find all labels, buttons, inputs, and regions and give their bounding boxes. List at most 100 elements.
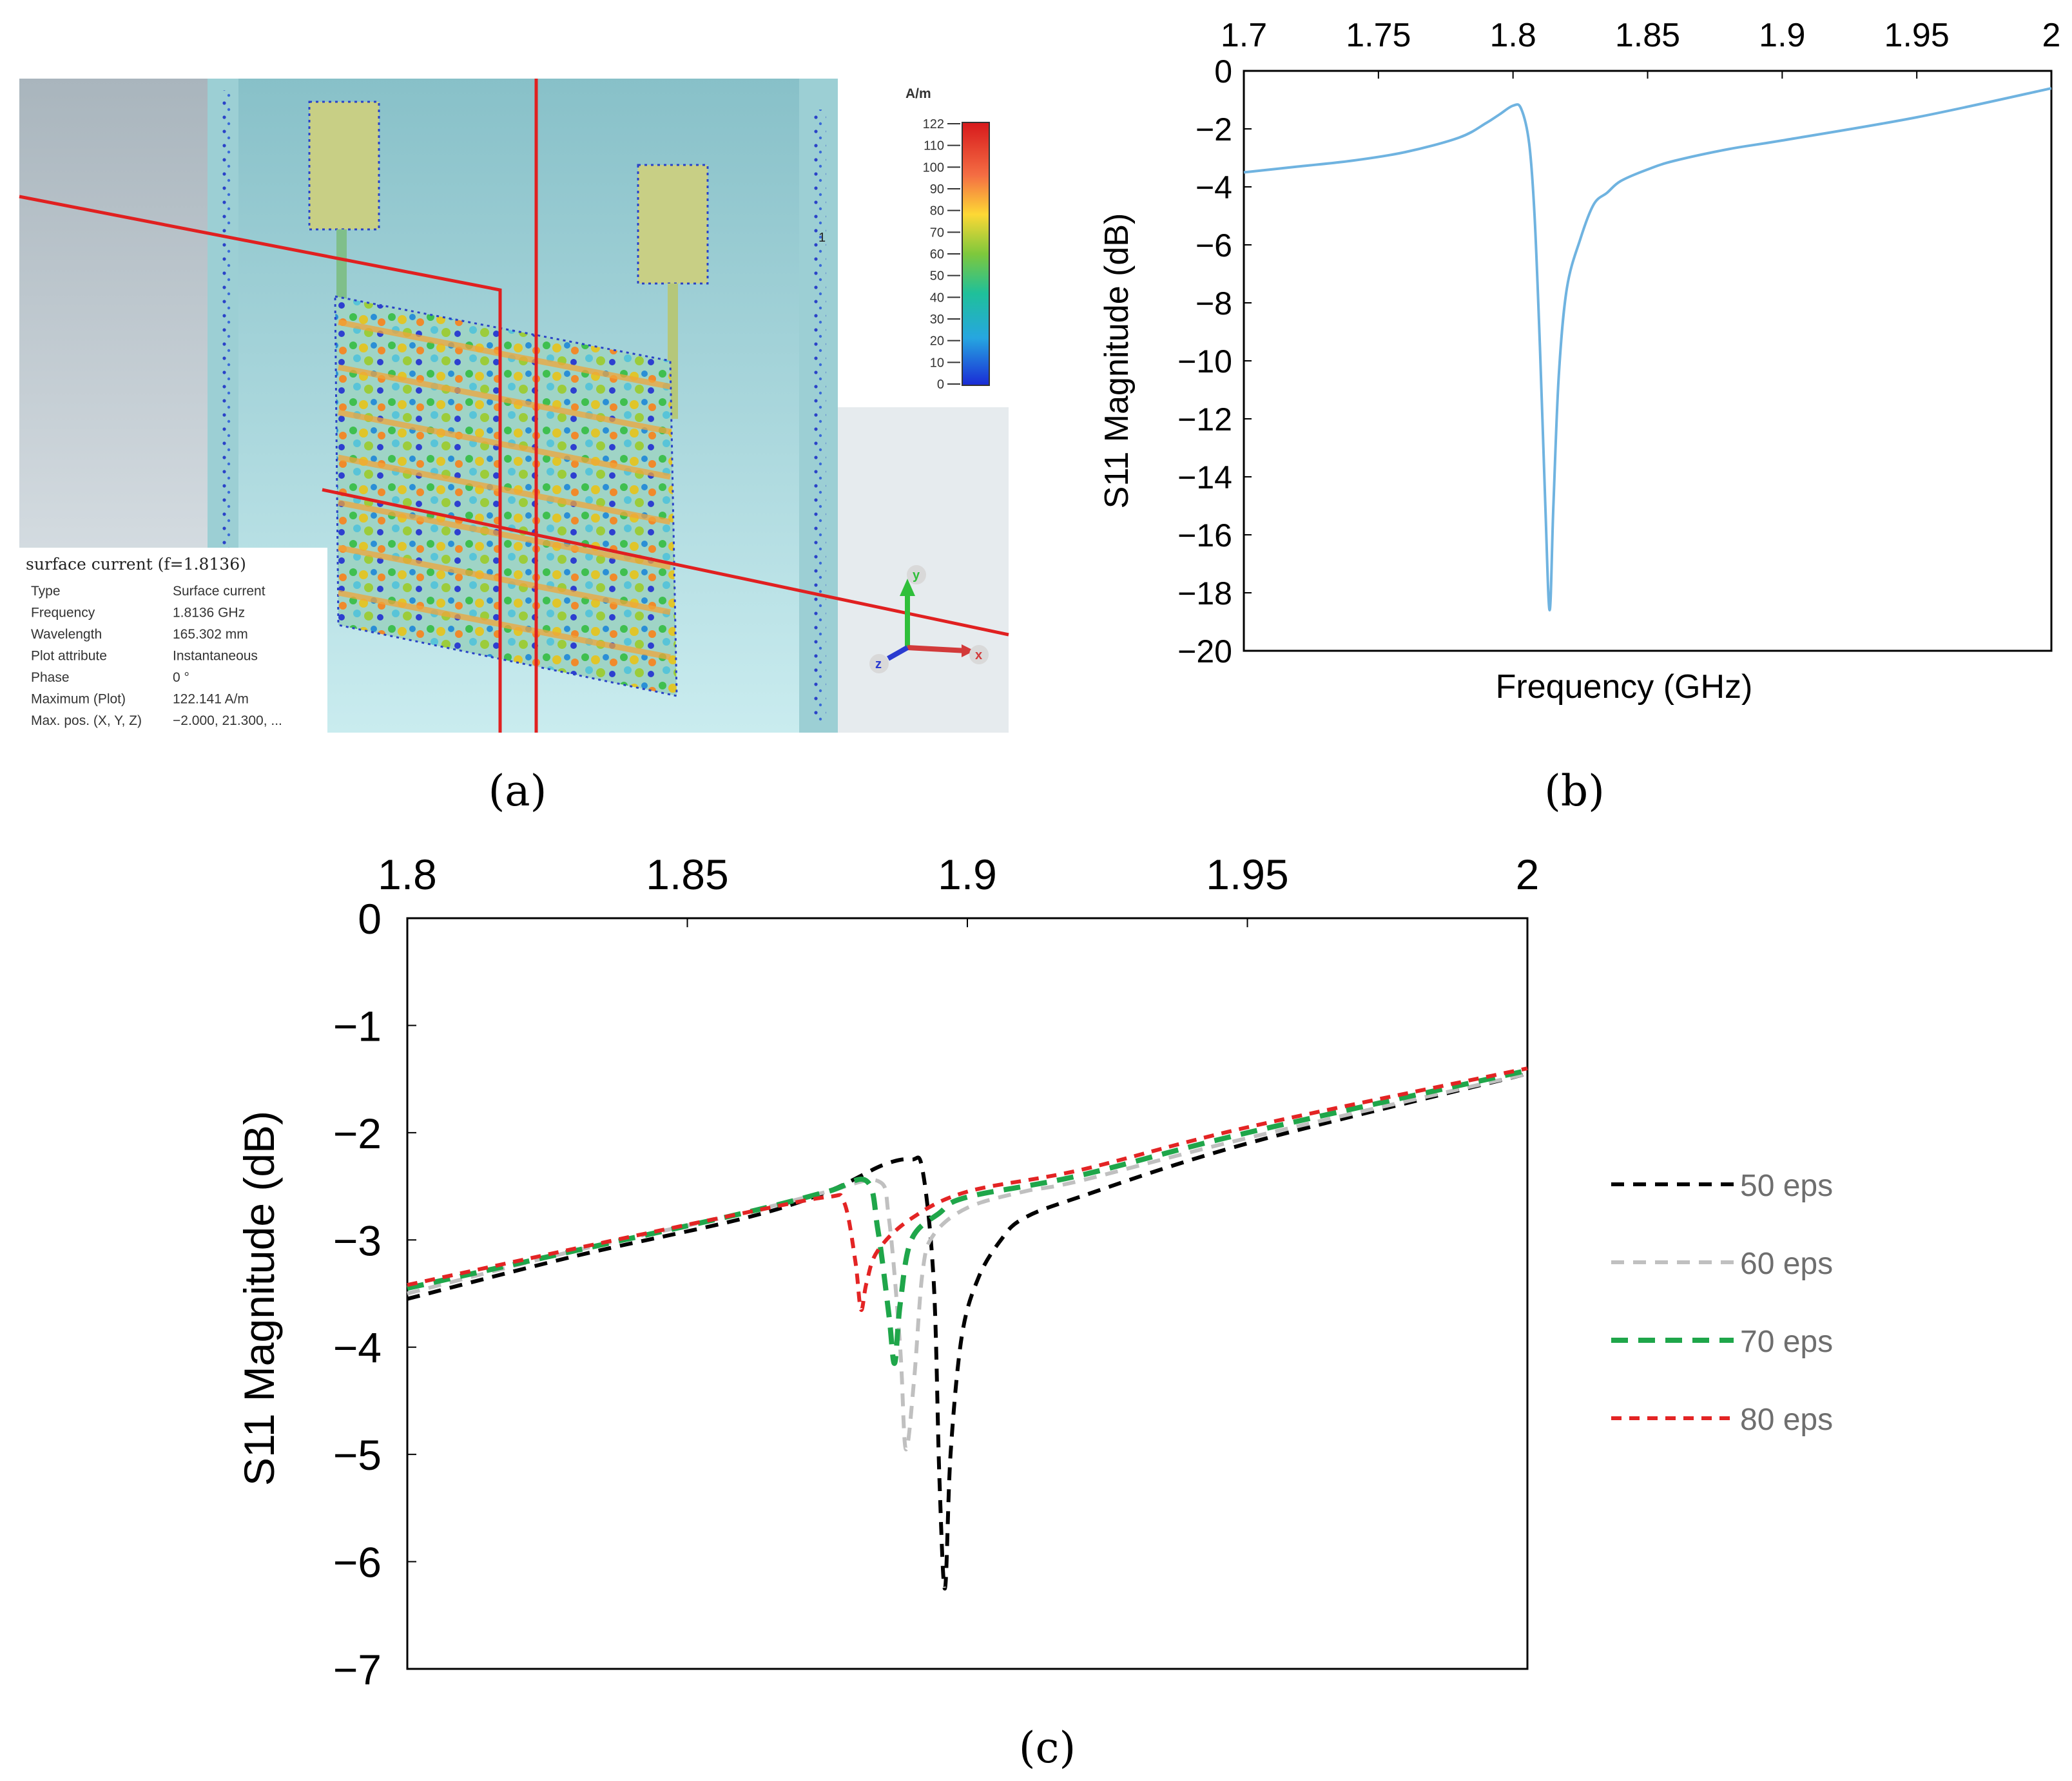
- chart-b-xtick-label: 1.95: [1884, 17, 1950, 54]
- triad-y-label: y: [913, 568, 920, 582]
- info-row-value: 165.302 mm: [173, 627, 248, 642]
- chart-c-series-80-eps: [407, 1066, 1528, 1312]
- info-row-value: 0 °: [173, 670, 189, 685]
- chart-c-legend-label: 70 eps: [1740, 1325, 1833, 1359]
- chart-b-xtick-label: 1.7: [1221, 17, 1267, 54]
- colorbar-tick-label: 0: [937, 378, 944, 392]
- chart-c-legend: 50 eps 60 eps 70 eps 80 eps: [1611, 1169, 1833, 1437]
- chart-c-ytick-label: −1: [333, 1002, 382, 1050]
- colorbar-tick-label: 110: [924, 139, 944, 153]
- chart-b-ytick-label: −16: [1177, 517, 1232, 554]
- chart-b: 1.7 1.75 1.8 1.85 1.9 1.95 2 0 −2 −4 −6 −8 −10 −12 −1…: [1098, 17, 2060, 706]
- triad-x-knob: [969, 645, 989, 664]
- edge-dots-right: [813, 110, 826, 722]
- chart-b-ytick-label: −2: [1196, 111, 1232, 148]
- chart-c-ytick-label: −2: [333, 1110, 382, 1157]
- colorbar-tick-label: 70: [930, 226, 944, 240]
- chart-c-xtick-label: 2: [1516, 851, 1540, 898]
- colorbar-tick-label: 30: [930, 313, 944, 327]
- feed-line-left: [336, 229, 347, 300]
- chart-b-xtick-label: 1.8: [1490, 17, 1536, 54]
- chart-b-xlabel: Frequency (GHz): [1496, 668, 1753, 706]
- chart-c: 1.8 1.85 1.9 1.95 2 0 −1 −2 −3 −4 −5 −6 −7 S11 Magn…: [235, 851, 1833, 1693]
- panel-label-c: (c): [1019, 1723, 1076, 1773]
- chart-c-series-60-eps: [407, 1072, 1528, 1452]
- triad-z-knob: [869, 654, 889, 673]
- chart-b-yticks: 0 −2 −4 −6 −8 −10 −12 −14 −16 −18 −20: [1177, 53, 1252, 669]
- coil-turns: [338, 319, 671, 660]
- chart-b-ytick-label: −12: [1177, 401, 1232, 438]
- chart-b-xtick-label: 1.85: [1615, 17, 1680, 54]
- chart-b-ytick-label: −8: [1196, 285, 1232, 322]
- chart-c-series-70-eps: [407, 1068, 1528, 1366]
- chart-b-xticks: 1.7 1.75 1.8 1.85 1.9 1.95 2: [1221, 17, 2060, 79]
- chart-b-series-s11: [1243, 87, 2052, 612]
- chart-c-ytick-label: −3: [333, 1217, 382, 1264]
- chart-c-ylabel: S11 Magnitude (dB): [235, 1111, 283, 1486]
- info-row-value: 1.8136 GHz: [173, 606, 245, 621]
- chart-c-xtick-label: 1.95: [1206, 851, 1288, 898]
- feed-patch-left: [308, 101, 380, 231]
- chart-b-xtick-label: 1.75: [1346, 17, 1411, 54]
- chart-b-ytick-label: −20: [1177, 633, 1232, 669]
- info-box: [19, 548, 327, 733]
- chart-c-legend-label: 60 eps: [1740, 1247, 1833, 1281]
- info-row-key: Phase: [31, 670, 70, 685]
- colorbar-tick-label: 10: [930, 356, 944, 370]
- chart-c-yticks: 0 −1 −2 −3 −4 −5 −6 −7: [333, 895, 416, 1693]
- chart-c-ytick-label: −5: [333, 1431, 382, 1479]
- chart-c-series: [407, 1066, 1528, 1591]
- colorbar-tick-label: 50: [930, 269, 944, 284]
- chart-b-ytick-label: 0: [1214, 53, 1232, 90]
- info-row-key: Frequency: [31, 606, 95, 621]
- colorbar-tick-label: 90: [930, 182, 944, 197]
- chart-c-legend-label: 50 eps: [1740, 1169, 1833, 1203]
- chart-b-ylabel: S11 Magnitude (dB): [1098, 213, 1136, 509]
- colorbar-tick-label: 80: [930, 204, 944, 218]
- colorbar: [962, 122, 990, 386]
- chart-c-ytick-label: −7: [333, 1646, 382, 1693]
- info-row-key: Maximum (Plot): [31, 692, 126, 707]
- chart-c-xtick-label: 1.8: [378, 851, 437, 898]
- chart-b-ytick-label: −10: [1177, 343, 1232, 380]
- chart-c-frame: [406, 917, 1529, 1670]
- triad-x-label: x: [975, 648, 982, 662]
- colorbar-tick-label: 20: [930, 334, 944, 349]
- panel-label-a: (a): [489, 766, 547, 816]
- colorbar-tick-label: 60: [930, 247, 944, 262]
- chart-c-legend-label: 80 eps: [1740, 1403, 1833, 1437]
- colorbar-unit: A/m: [905, 86, 931, 101]
- chart-b-ytick-label: −4: [1196, 169, 1232, 206]
- info-row-key: Plot attribute: [31, 649, 107, 664]
- feed-patch-right: [637, 164, 709, 285]
- chart-c-ytick-label: −6: [333, 1539, 382, 1586]
- info-row-key: Wavelength: [31, 627, 102, 642]
- chart-c-xticks: 1.8 1.85 1.9 1.95 2: [378, 851, 1539, 927]
- chart-c-ytick-label: 0: [358, 895, 382, 943]
- colorbar-tick-label: 100: [923, 160, 944, 175]
- info-row-value: −2.000, 21.300, ...: [173, 713, 282, 728]
- chart-c-ytick-label: −4: [333, 1324, 382, 1372]
- axis-triad: y x z: [869, 565, 989, 673]
- colorbar-tick-label: 122: [923, 117, 944, 131]
- chart-b-xtick-label: 1.9: [1759, 17, 1805, 54]
- info-row-value: 122.141 A/m: [173, 692, 249, 707]
- chart-b-ytick-label: −18: [1177, 575, 1232, 611]
- info-title: surface current (f=1.8136): [26, 555, 246, 573]
- colorbar-tick-label: 40: [930, 291, 944, 305]
- triad-z-label: z: [875, 657, 882, 671]
- info-row-key: Max. pos. (X, Y, Z): [31, 713, 142, 728]
- chart-c-series-50-eps: [407, 1072, 1528, 1591]
- info-rows: Type Surface current Frequency 1.8136 GHz Wa…: [31, 584, 282, 728]
- triad-y-knob: [907, 565, 926, 584]
- axis-marker: 1: [818, 231, 826, 245]
- info-row-key: Type: [31, 584, 61, 599]
- panel-label-b: (b): [1544, 766, 1605, 816]
- chart-c-xtick-label: 1.9: [938, 851, 997, 898]
- chart-b-ytick-label: −6: [1196, 227, 1232, 264]
- chart-b-ytick-label: −14: [1177, 459, 1232, 496]
- chart-c-xtick-label: 1.85: [646, 851, 728, 898]
